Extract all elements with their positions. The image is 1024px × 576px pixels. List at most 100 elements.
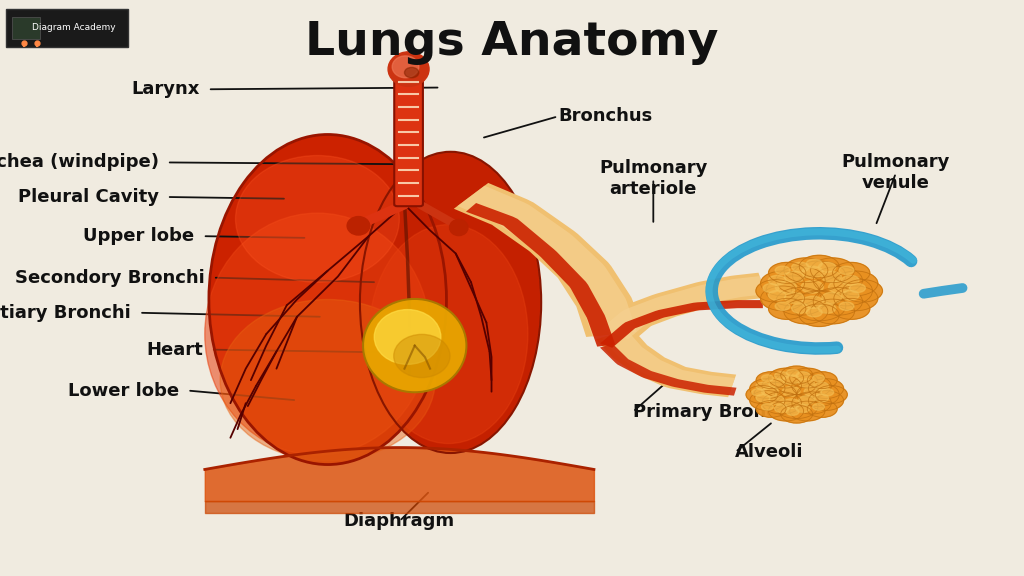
Circle shape (782, 386, 800, 396)
Circle shape (792, 375, 831, 397)
Circle shape (822, 293, 842, 304)
Circle shape (796, 372, 810, 380)
Circle shape (807, 372, 838, 389)
Ellipse shape (369, 225, 528, 444)
Circle shape (754, 382, 797, 407)
Circle shape (834, 286, 878, 310)
Circle shape (768, 401, 804, 421)
Text: Lungs Anatomy: Lungs Anatomy (305, 20, 719, 65)
Circle shape (762, 375, 773, 381)
Circle shape (768, 275, 785, 285)
Circle shape (815, 385, 847, 404)
Polygon shape (596, 272, 767, 341)
Circle shape (766, 276, 819, 306)
Circle shape (842, 275, 859, 285)
Circle shape (790, 368, 825, 388)
Circle shape (784, 258, 827, 283)
Circle shape (782, 375, 800, 384)
Circle shape (756, 372, 786, 389)
FancyBboxPatch shape (12, 17, 40, 39)
Circle shape (828, 281, 850, 293)
Circle shape (839, 266, 854, 275)
Circle shape (834, 271, 878, 295)
Circle shape (801, 281, 823, 293)
Circle shape (800, 255, 840, 278)
Text: Alveoli: Alveoli (735, 443, 804, 461)
Circle shape (776, 267, 825, 294)
Circle shape (806, 308, 822, 317)
Text: Diaphragm: Diaphragm (344, 512, 455, 530)
Circle shape (799, 379, 814, 388)
Circle shape (804, 386, 821, 396)
Circle shape (792, 262, 809, 272)
Text: Pulmonary
arteriole: Pulmonary arteriole (599, 159, 708, 198)
Ellipse shape (392, 56, 419, 78)
Circle shape (808, 391, 844, 411)
Circle shape (818, 304, 836, 313)
Circle shape (752, 389, 765, 396)
Text: Heart: Heart (146, 340, 203, 359)
Circle shape (769, 396, 784, 404)
Circle shape (806, 259, 822, 268)
Polygon shape (600, 300, 763, 348)
Polygon shape (466, 203, 615, 347)
Circle shape (746, 385, 778, 404)
Circle shape (768, 368, 804, 388)
Circle shape (762, 386, 778, 396)
Circle shape (782, 399, 800, 408)
Circle shape (808, 378, 844, 399)
Circle shape (807, 400, 838, 418)
Polygon shape (596, 329, 736, 397)
Circle shape (786, 369, 799, 377)
Ellipse shape (205, 213, 430, 455)
Ellipse shape (236, 156, 399, 282)
Circle shape (793, 261, 846, 291)
Polygon shape (458, 185, 637, 336)
Circle shape (780, 366, 813, 384)
Circle shape (812, 403, 824, 410)
Ellipse shape (404, 67, 419, 78)
Circle shape (818, 262, 836, 272)
Circle shape (813, 287, 862, 315)
Text: Tertiary Bronchi: Tertiary Bronchi (0, 304, 131, 322)
Circle shape (761, 286, 805, 310)
Circle shape (769, 379, 784, 388)
Text: Pleural Cavity: Pleural Cavity (17, 188, 159, 206)
Circle shape (784, 299, 827, 324)
Ellipse shape (388, 52, 429, 86)
Circle shape (833, 298, 869, 319)
Circle shape (775, 266, 791, 275)
Text: Trachea (windpipe): Trachea (windpipe) (0, 153, 159, 172)
Circle shape (756, 400, 786, 418)
Circle shape (769, 263, 806, 283)
Polygon shape (600, 344, 736, 396)
Text: Upper lobe: Upper lobe (83, 227, 195, 245)
Circle shape (784, 293, 804, 304)
Circle shape (792, 304, 809, 313)
Circle shape (814, 382, 828, 390)
Circle shape (802, 266, 823, 278)
Ellipse shape (210, 135, 445, 464)
Circle shape (839, 302, 854, 310)
Text: Bronchus: Bronchus (558, 107, 652, 126)
Ellipse shape (393, 334, 451, 378)
Circle shape (769, 298, 806, 319)
Text: Secondory Bronchi: Secondory Bronchi (15, 268, 205, 287)
Circle shape (793, 291, 846, 321)
Circle shape (786, 408, 799, 415)
Circle shape (833, 263, 869, 283)
Ellipse shape (361, 153, 541, 452)
Circle shape (819, 276, 872, 306)
Circle shape (750, 378, 785, 399)
Circle shape (775, 370, 818, 395)
Circle shape (797, 382, 840, 407)
Circle shape (775, 395, 818, 419)
Text: Pulmonary
venule: Pulmonary venule (842, 153, 950, 192)
Circle shape (756, 280, 796, 302)
Circle shape (761, 271, 805, 295)
Circle shape (802, 296, 823, 308)
Circle shape (762, 392, 802, 414)
Circle shape (774, 404, 788, 412)
Circle shape (763, 283, 779, 293)
Circle shape (775, 281, 797, 293)
